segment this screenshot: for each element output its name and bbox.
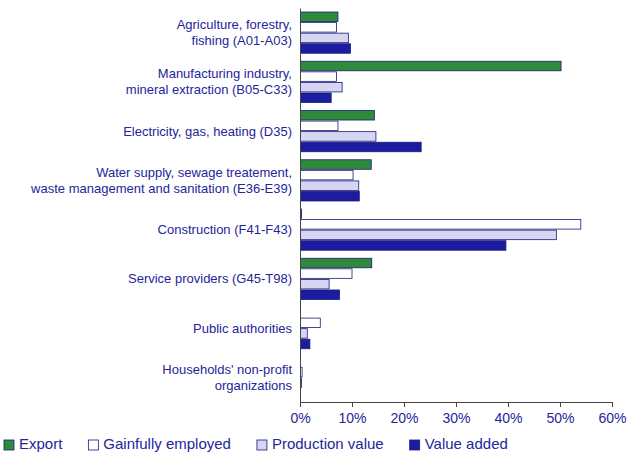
tick: Electricity, gas, heating (D35) <box>123 124 300 139</box>
tick: Households' non-profitorganizations <box>162 362 300 393</box>
series <box>300 23 581 377</box>
category-label-line: organizations <box>215 378 293 393</box>
legend-swatch <box>4 440 14 450</box>
tick-label: 40% <box>494 410 522 426</box>
bar <box>300 339 310 349</box>
category-label-line: mineral extraction (B05-C33) <box>126 82 292 97</box>
bar <box>300 329 307 339</box>
bar <box>300 241 506 251</box>
plot: 0% 10% 20% 30% 40% 50% 60% Agriculture, forestr… <box>30 9 626 426</box>
tick: Water supply, sewage treatement,waste ma… <box>30 165 300 196</box>
tick-label: 0% <box>290 410 310 426</box>
y-axis: Agriculture, forestry,fishing (A01-A03) M… <box>30 9 300 403</box>
tick: Public authorities <box>193 321 300 336</box>
bar <box>300 181 359 191</box>
tick-mark <box>352 402 353 407</box>
tick-mark <box>404 402 405 407</box>
category-label-line: Manufacturing industry, <box>158 66 292 81</box>
tick-mark <box>456 402 457 407</box>
tick: 30% <box>442 402 470 426</box>
category-label: Manufacturing industry,mineral extractio… <box>126 66 292 97</box>
category-label-line: Electricity, gas, heating (D35) <box>123 124 292 139</box>
tick: Manufacturing industry,mineral extractio… <box>126 66 300 97</box>
category-label-line: Agriculture, forestry, <box>177 17 292 32</box>
bars <box>300 12 581 398</box>
tick: 0% <box>290 402 310 426</box>
category-label: Agriculture, forestry,fishing (A01-A03) <box>177 17 292 48</box>
bar <box>300 230 556 240</box>
legend: Export Gainfully employed Production value… <box>4 435 508 452</box>
tick-mark <box>560 402 561 407</box>
series <box>300 33 556 387</box>
tick-label: 60% <box>598 410 626 426</box>
bar <box>300 132 376 142</box>
category-label-line: Water supply, sewage treatement, <box>96 165 292 180</box>
category-label: Water supply, sewage treatement,waste ma… <box>30 165 292 196</box>
series <box>300 12 561 366</box>
chart: 0% 10% 20% 30% 40% 50% 60% Agriculture, forestr… <box>0 0 643 472</box>
category-label-line: waste management and sanitation (E36-E39… <box>30 181 292 196</box>
category-label-line: Service providers (G45-T98) <box>128 271 292 286</box>
tick-label: 50% <box>546 410 574 426</box>
bar <box>300 269 352 279</box>
axis-line <box>301 403 613 408</box>
bar <box>300 318 320 328</box>
series <box>300 44 506 398</box>
tick: 60% <box>598 402 626 426</box>
category-label: Electricity, gas, heating (D35) <box>123 124 292 139</box>
tick-label: 20% <box>390 410 418 426</box>
bar <box>300 191 359 201</box>
bar <box>300 23 336 33</box>
tick: Construction (F41-F43) <box>158 222 300 237</box>
legend-swatch <box>257 440 267 450</box>
bar <box>300 93 331 103</box>
bar <box>300 121 338 131</box>
legend-item: Export <box>4 435 63 452</box>
legend-swatch <box>410 440 420 450</box>
tick: 10% <box>338 402 366 426</box>
category-label-line: Households' non-profit <box>162 362 292 377</box>
bar <box>300 170 353 180</box>
category-label: Public authorities <box>193 321 292 336</box>
category-label-line: fishing (A01-A03) <box>192 33 292 48</box>
legend-item: Value added <box>410 435 508 452</box>
bar <box>300 12 338 22</box>
legend-swatch <box>88 440 98 450</box>
axis-line <box>300 9 301 403</box>
tick-label: 10% <box>338 410 366 426</box>
category-label: Service providers (G45-T98) <box>128 271 292 286</box>
legend-label: Gainfully employed <box>103 435 231 452</box>
tick: 20% <box>390 402 418 426</box>
tick: 40% <box>494 402 522 426</box>
tick: Service providers (G45-T98) <box>128 271 300 286</box>
bar <box>300 220 581 230</box>
tick-mark <box>300 402 301 407</box>
bar <box>300 258 372 268</box>
category-label: Construction (F41-F43) <box>158 222 292 237</box>
category-label-line: Construction (F41-F43) <box>158 222 292 237</box>
legend-label: Production value <box>272 435 384 452</box>
tick-mark <box>508 402 509 407</box>
legend-label: Export <box>19 435 63 452</box>
bar <box>300 61 561 71</box>
legend-item: Production value <box>257 435 384 452</box>
tick-mark <box>612 402 613 407</box>
category-label: Households' non-profitorganizations <box>162 362 292 393</box>
bar <box>300 72 336 82</box>
bar <box>300 142 421 152</box>
x-axis: 0% 10% 20% 30% 40% 50% 60% <box>290 402 626 426</box>
bar <box>300 33 348 43</box>
category-label-line: Public authorities <box>193 321 292 336</box>
bar <box>300 290 340 300</box>
bar <box>300 82 342 92</box>
legend-label: Value added <box>425 435 508 452</box>
bar <box>300 160 371 170</box>
bar <box>300 44 350 54</box>
tick-label: 30% <box>442 410 470 426</box>
bar <box>300 111 374 121</box>
bar <box>300 279 329 289</box>
legend-item: Gainfully employed <box>88 435 231 452</box>
tick: 50% <box>546 402 574 426</box>
tick: Agriculture, forestry,fishing (A01-A03) <box>177 17 300 48</box>
